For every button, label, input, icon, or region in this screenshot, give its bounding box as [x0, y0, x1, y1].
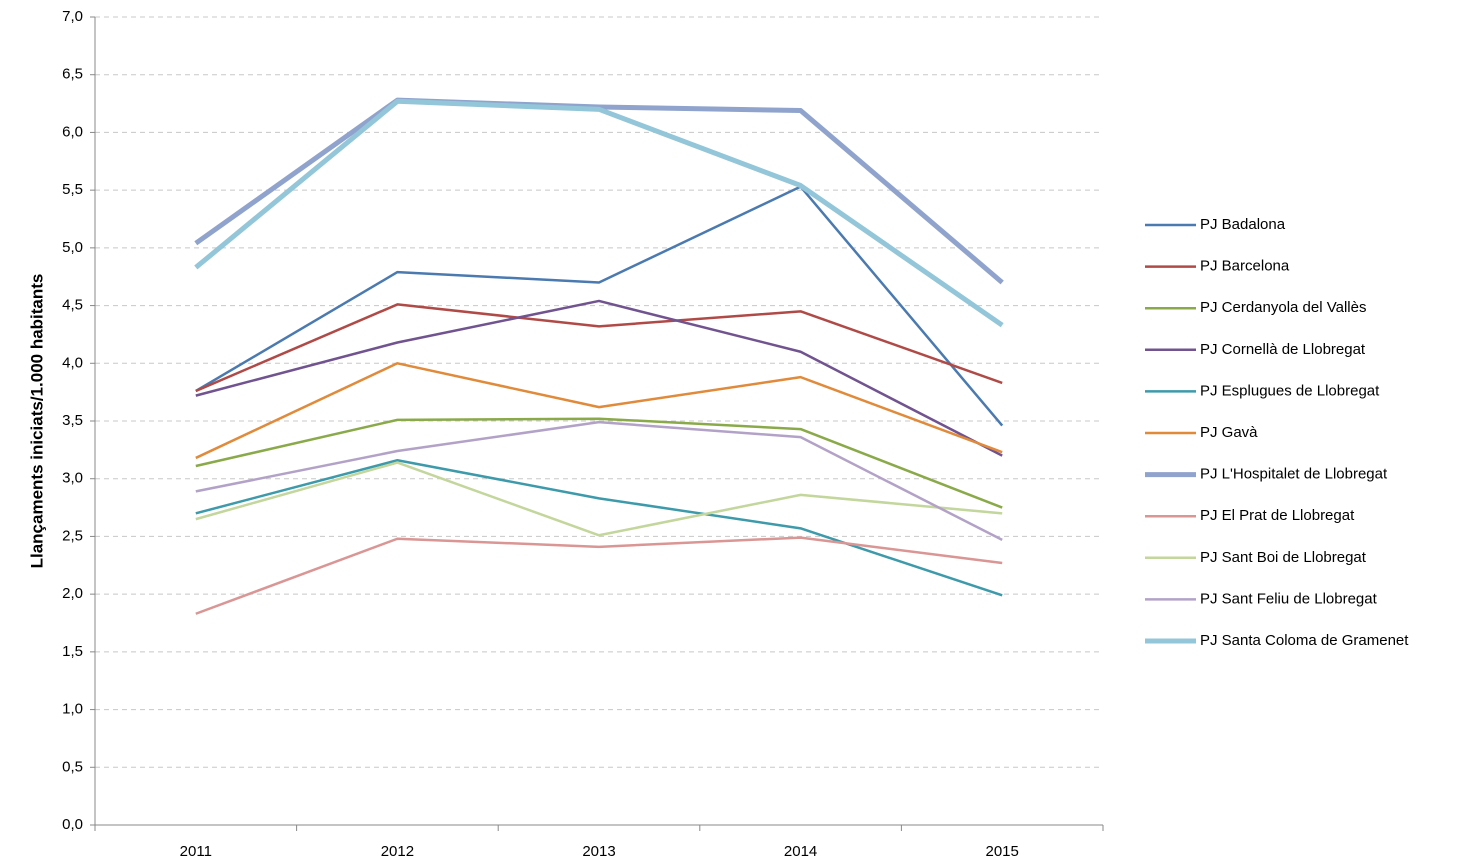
legend-label: PJ Cornellà de Llobregat — [1200, 341, 1366, 358]
y-tick-label: 1,5 — [62, 643, 83, 660]
series-line — [195, 461, 1003, 537]
series-line — [195, 417, 1003, 509]
legend-label: PJ Gavà — [1200, 424, 1258, 441]
series-line — [195, 303, 1003, 393]
y-tick-label: 4,5 — [62, 297, 83, 314]
legend-label: PJ El Prat de Llobregat — [1200, 507, 1355, 524]
y-tick-label: 5,5 — [62, 181, 83, 198]
y-tick-label: 1,0 — [62, 701, 83, 718]
y-tick-label: 0,5 — [62, 758, 83, 775]
series-line — [195, 458, 1003, 597]
series-line — [195, 185, 1004, 427]
y-tick-label: 7,0 — [62, 8, 83, 25]
series-line — [195, 362, 1003, 460]
x-tick-label: 2012 — [381, 843, 414, 860]
legend-label: PJ Sant Boi de Llobregat — [1200, 549, 1367, 566]
y-axis-label: Llançaments iniciats/1.000 habitants — [27, 274, 46, 569]
y-tick-label: 5,0 — [62, 239, 83, 256]
legend-label: PJ Esplugues de Llobregat — [1200, 382, 1380, 399]
y-tick-label: 0,0 — [62, 816, 83, 833]
legend-label: PJ Sant Feliu de Llobregat — [1200, 590, 1378, 607]
y-tick-label: 3,0 — [62, 470, 83, 487]
y-tick-label: 6,0 — [62, 123, 83, 140]
legend-label: PJ Cerdanyola del Vallès — [1200, 299, 1366, 316]
x-tick-label: 2013 — [582, 843, 615, 860]
x-tick-label: 2011 — [180, 843, 212, 860]
x-tick-label: 2014 — [784, 843, 817, 860]
legend-label: PJ Santa Coloma de Gramenet — [1200, 632, 1409, 649]
legend-label: PJ Badalona — [1200, 216, 1286, 233]
series-line — [194, 97, 1004, 285]
y-tick-label: 2,5 — [62, 527, 83, 544]
y-tick-label: 6,5 — [62, 66, 83, 83]
legend-label: PJ L'Hospitalet de Llobregat — [1200, 466, 1388, 483]
series-line — [194, 98, 1004, 328]
y-tick-label: 2,0 — [62, 585, 83, 602]
legend-label: PJ Barcelona — [1200, 258, 1290, 275]
series-line — [195, 420, 1003, 542]
series-line — [195, 299, 1003, 457]
x-tick-label: 2015 — [986, 843, 1019, 860]
y-tick-label: 3,5 — [62, 412, 83, 429]
series-line — [195, 536, 1003, 615]
y-tick-label: 4,0 — [62, 354, 83, 371]
